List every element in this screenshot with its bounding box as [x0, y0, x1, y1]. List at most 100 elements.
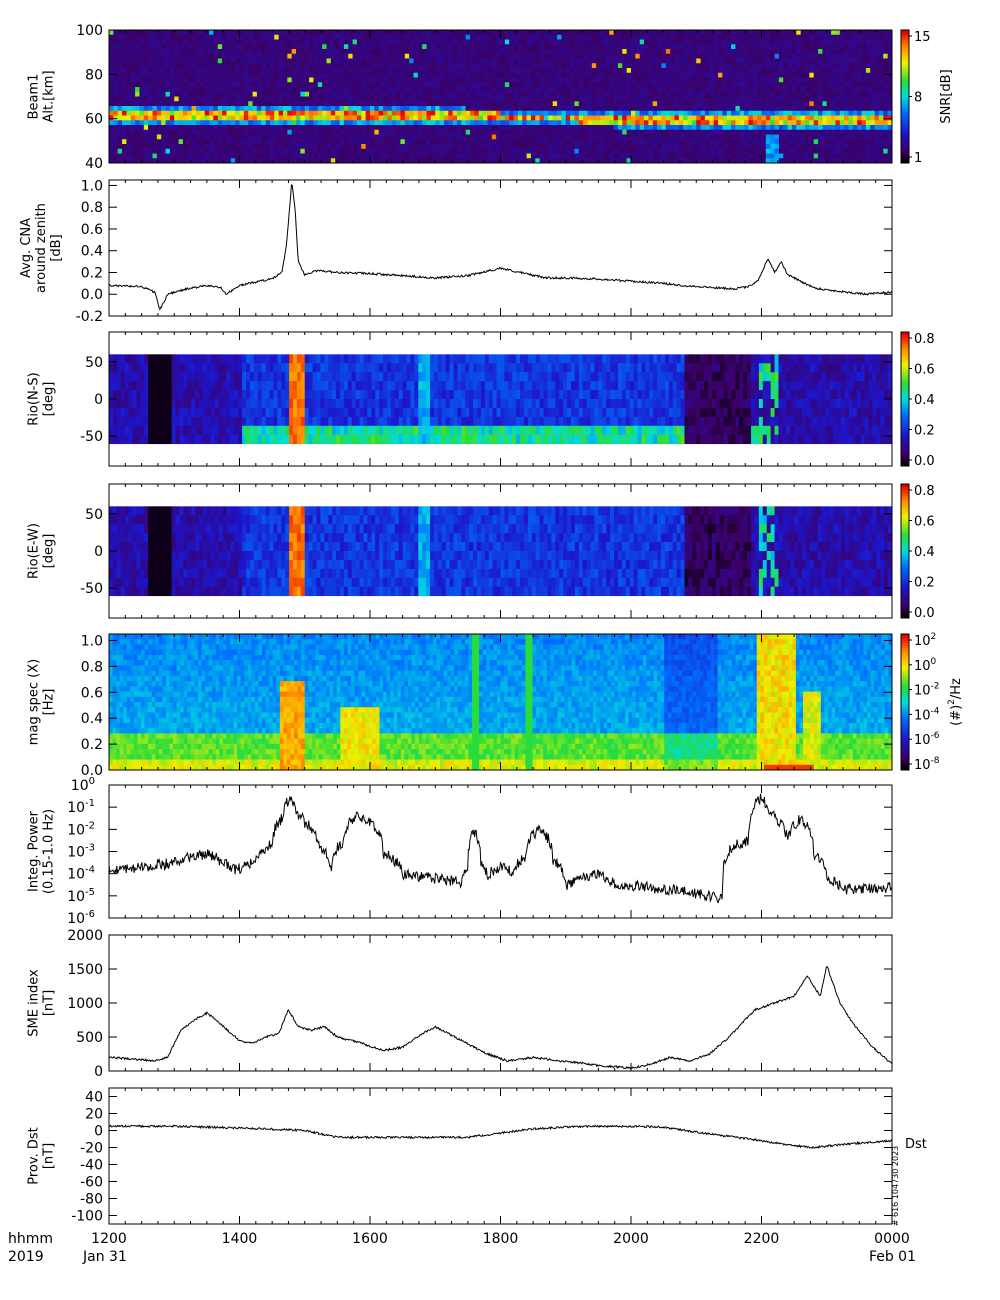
- heatmap-cell: [391, 44, 397, 50]
- heatmap-cell: [787, 101, 793, 107]
- heatmap-cell: [622, 82, 628, 88]
- heatmap-cell: [765, 115, 771, 121]
- heatmap-cell: [783, 77, 788, 83]
- heatmap-cell: [256, 49, 262, 55]
- heatmap-cell: [648, 87, 654, 93]
- heatmap-cell: [852, 44, 858, 50]
- heatmap-cell: [700, 129, 706, 135]
- heatmap-cell: [578, 91, 584, 97]
- heatmap-cell: [831, 153, 836, 159]
- heatmap-cell: [539, 144, 545, 150]
- heatmap-cell: [213, 34, 219, 40]
- heatmap-cell: [744, 120, 749, 126]
- heatmap-cell: [187, 148, 193, 154]
- heatmap-cell: [800, 110, 806, 116]
- heatmap-cell: [809, 129, 815, 135]
- heatmap-cell: [187, 153, 193, 159]
- heatmap-cell: [265, 158, 271, 164]
- heatmap-cell: [544, 153, 549, 159]
- heatmap-cell: [578, 158, 584, 164]
- heatmap-cell: [452, 96, 458, 102]
- heatmap-cell: [530, 91, 536, 97]
- heatmap-cell: [722, 120, 728, 126]
- heatmap-cell: [113, 30, 119, 36]
- heatmap-cell: [617, 158, 623, 164]
- heatmap-cell: [169, 134, 175, 140]
- heatmap-cell: [265, 134, 271, 140]
- heatmap-cell: [665, 96, 671, 102]
- heatmap-cell: [574, 110, 580, 116]
- heatmap-cell: [365, 49, 371, 55]
- heatmap-cell: [504, 139, 510, 145]
- heatmap-cell: [452, 148, 458, 154]
- heatmap-cell: [117, 91, 123, 97]
- heatmap-cell: [457, 49, 462, 55]
- heatmap-cell: [878, 44, 884, 50]
- heatmap-cell: [870, 58, 875, 64]
- heatmap-cell: [265, 115, 271, 121]
- heatmap-cell: [857, 87, 862, 93]
- heatmap-cell: [835, 34, 841, 40]
- heatmap-cell: [713, 101, 719, 107]
- heatmap-cell: [217, 110, 223, 116]
- heatmap-cell: [822, 39, 828, 45]
- heatmap-cell: [156, 139, 162, 145]
- heatmap-cell: [844, 39, 849, 45]
- heatmap-cell: [565, 129, 571, 135]
- heatmap-cell: [135, 158, 140, 164]
- heatmap-cell: [465, 134, 471, 140]
- heatmap-cell: [496, 82, 501, 88]
- heatmap-cell: [713, 44, 719, 50]
- heatmap-cell: [222, 120, 227, 126]
- heatmap-cell: [500, 129, 506, 135]
- heatmap-cell: [409, 125, 414, 131]
- heatmap-cell: [361, 77, 367, 83]
- heatmap-cell: [570, 158, 575, 164]
- heatmap-cell: [483, 144, 488, 150]
- heatmap-cell: [296, 58, 301, 64]
- heatmap-cell: [461, 134, 467, 140]
- heatmap-cell: [461, 68, 467, 74]
- heatmap-cell: [274, 101, 280, 107]
- heatmap-cell: [835, 49, 841, 55]
- heatmap-cell: [283, 77, 288, 83]
- heatmap-cell: [670, 106, 675, 112]
- heatmap-cell: [726, 58, 732, 64]
- heatmap-cell: [443, 53, 449, 59]
- heatmap-cell: [644, 34, 649, 40]
- heatmap-cell: [861, 129, 867, 135]
- heatmap-cell: [813, 91, 819, 97]
- heatmap-cell: [370, 96, 375, 102]
- heatmap-cell: [252, 44, 258, 50]
- heatmap-cell: [539, 44, 545, 50]
- heatmap-cell: [361, 144, 367, 150]
- heatmap-cell: [857, 39, 862, 45]
- heatmap-cell: [396, 120, 401, 126]
- heatmap-cell: [304, 87, 310, 93]
- heatmap-cell: [857, 96, 862, 102]
- heatmap-cell: [300, 91, 306, 97]
- heatmap-cell: [404, 144, 410, 150]
- heatmap-cell: [513, 77, 519, 83]
- heatmap-cell: [609, 77, 614, 83]
- heatmap-cell: [765, 101, 771, 107]
- heatmap-cell: [122, 139, 127, 145]
- heatmap-cell: [557, 148, 562, 154]
- heatmap-cell: [626, 44, 632, 50]
- heatmap-cell: [204, 106, 210, 112]
- heatmap-cell: [696, 125, 701, 131]
- heatmap-cell: [483, 44, 488, 50]
- heatmap-cell: [831, 115, 836, 121]
- heatmap-cell: [109, 115, 114, 121]
- heatmap-cell: [417, 63, 423, 69]
- heatmap-cell: [209, 77, 214, 83]
- heatmap-cell: [291, 110, 297, 116]
- heatmap-cell: [274, 53, 280, 59]
- heatmap-cell: [461, 34, 467, 40]
- heatmap-cell: [822, 101, 828, 107]
- heatmap-cell: [713, 58, 719, 64]
- heatmap-cell: [791, 53, 797, 59]
- heatmap-cell: [861, 106, 867, 112]
- heatmap-cell: [239, 144, 245, 150]
- heatmap-cell: [461, 58, 467, 64]
